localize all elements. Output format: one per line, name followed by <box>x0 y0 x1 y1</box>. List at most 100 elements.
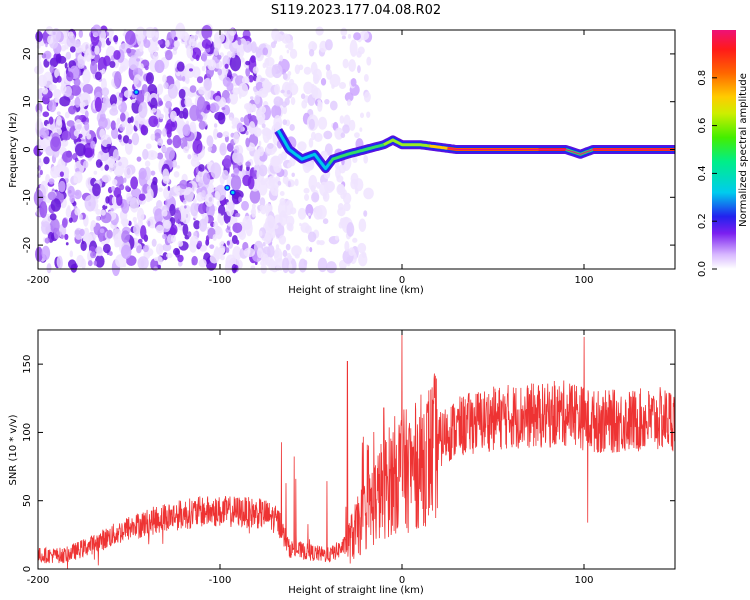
noise-blob <box>44 237 50 244</box>
noise-blob <box>94 255 105 268</box>
noise-blob <box>363 74 369 82</box>
noise-blob <box>229 117 233 121</box>
noise-blob <box>182 107 189 120</box>
noise-blob <box>303 187 310 194</box>
noise-blob <box>145 143 152 150</box>
noise-blob <box>42 111 50 118</box>
noise-blob <box>39 169 43 176</box>
noise-blob <box>144 65 149 71</box>
noise-blob <box>139 44 144 53</box>
noise-blob <box>41 87 49 95</box>
noise-blob <box>339 115 345 124</box>
noise-blob <box>74 119 83 132</box>
colorbar-tick-label: 0.4 <box>697 165 708 181</box>
noise-blob <box>354 132 360 138</box>
noise-blob <box>181 31 190 42</box>
noise-blob <box>175 116 184 131</box>
noise-blob <box>183 146 189 154</box>
spectrogram-y-label: Frequency (Hz) <box>8 112 19 188</box>
spectrogram-x-label: Height of straight line (km) <box>288 285 424 296</box>
noise-blob <box>282 105 288 115</box>
noise-blob <box>161 209 168 217</box>
noise-blob <box>245 130 249 136</box>
noise-blob <box>112 179 118 186</box>
noise-blob <box>294 64 301 75</box>
noise-blob <box>216 132 223 139</box>
noise-blob <box>98 116 108 129</box>
noise-blob <box>137 238 143 244</box>
noise-blob <box>110 207 114 212</box>
noise-blob <box>281 81 292 98</box>
noise-blob <box>190 202 199 217</box>
noise-blob <box>184 205 187 209</box>
noise-blob <box>358 252 368 267</box>
noise-blob <box>36 54 42 62</box>
colorbar-label: Normalized spectral amplitude <box>738 73 749 227</box>
noise-blob <box>274 190 279 197</box>
noise-blob <box>162 127 167 137</box>
noise-blob <box>100 134 112 148</box>
noise-blob <box>276 264 281 271</box>
noise-blob <box>156 152 164 160</box>
snr-x-ticks: -200 -100 0 100 <box>27 330 594 586</box>
noise-blob <box>359 112 365 119</box>
noise-blob <box>170 110 177 122</box>
noise-blob <box>150 170 156 176</box>
noise-blob <box>137 256 149 270</box>
y-tick-label: 0 <box>22 146 33 152</box>
noise-blob <box>95 246 103 254</box>
noise-blob <box>56 75 62 83</box>
noise-blob <box>41 245 51 261</box>
noise-blob <box>49 213 57 221</box>
noise-blob <box>163 82 169 90</box>
noise-blob <box>207 59 217 71</box>
noise-blob <box>138 167 147 180</box>
noise-blob <box>209 254 220 264</box>
noise-blob <box>173 40 180 48</box>
x-tick-label: 100 <box>574 575 593 586</box>
noise-blob <box>323 194 327 200</box>
noise-blob <box>83 227 90 236</box>
noise-blob <box>55 52 62 64</box>
noise-blob <box>121 218 129 228</box>
noise-blob <box>50 136 62 152</box>
noise-blob <box>115 122 119 129</box>
noise-blob <box>84 121 90 131</box>
noise-blob <box>258 230 263 237</box>
noise-blob <box>242 215 253 230</box>
noise-blob <box>289 48 298 59</box>
noise-blob <box>305 204 314 217</box>
noise-blob <box>155 32 159 38</box>
noise-blob <box>291 245 302 257</box>
noise-blob <box>176 187 181 192</box>
noise-blob <box>262 62 267 69</box>
noise-blob <box>90 192 94 196</box>
noise-blob <box>197 240 203 248</box>
noise-blob <box>189 68 193 72</box>
noise-blob <box>68 105 76 115</box>
noise-blob <box>79 213 83 221</box>
noise-blob <box>155 224 164 234</box>
noise-blob <box>348 119 356 132</box>
noise-blob <box>85 48 92 62</box>
noise-blob <box>56 115 62 126</box>
noise-blob <box>350 77 357 87</box>
noise-blob <box>286 49 290 54</box>
noise-blob <box>207 146 212 152</box>
noise-blob <box>154 208 164 224</box>
x-tick-label: 100 <box>574 275 593 286</box>
noise-blob <box>127 139 133 145</box>
noise-blob <box>176 61 185 72</box>
noise-blob <box>101 174 112 183</box>
noise-blob <box>158 113 164 120</box>
noise-blob <box>337 207 346 217</box>
noise-blob <box>314 132 323 142</box>
noise-blob <box>117 134 122 140</box>
noise-blob <box>278 234 287 245</box>
noise-blob <box>136 58 141 62</box>
noise-blob <box>157 137 164 146</box>
noise-blob <box>354 178 364 192</box>
noise-blob <box>60 84 67 93</box>
noise-blob <box>254 131 258 135</box>
noise-blob <box>308 118 315 130</box>
